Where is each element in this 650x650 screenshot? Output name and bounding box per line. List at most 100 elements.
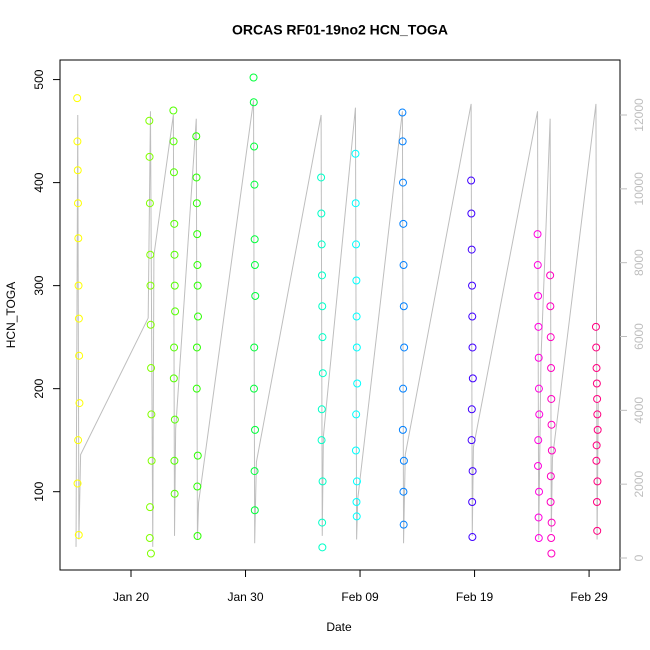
point bbox=[145, 534, 154, 543]
point bbox=[193, 532, 202, 540]
point bbox=[399, 456, 408, 465]
altitude-line bbox=[75, 100, 599, 547]
point bbox=[192, 343, 201, 352]
point bbox=[591, 322, 600, 331]
point bbox=[74, 234, 83, 243]
point bbox=[192, 384, 201, 393]
point bbox=[75, 399, 84, 408]
x-tick-label: Jan 30 bbox=[228, 590, 264, 604]
point bbox=[352, 312, 361, 321]
point bbox=[170, 250, 179, 259]
point bbox=[317, 405, 326, 414]
x-tick-label: Feb 29 bbox=[570, 590, 608, 604]
point bbox=[250, 467, 259, 476]
point bbox=[318, 333, 327, 342]
point bbox=[318, 271, 327, 280]
point bbox=[250, 142, 259, 151]
point bbox=[468, 498, 477, 506]
point bbox=[74, 281, 83, 290]
y2-tick-label: 2000 bbox=[632, 470, 646, 497]
point bbox=[74, 436, 83, 445]
point bbox=[193, 261, 202, 270]
point bbox=[547, 534, 556, 543]
point bbox=[592, 364, 601, 373]
point bbox=[534, 322, 543, 331]
point bbox=[318, 518, 327, 527]
point bbox=[534, 513, 543, 522]
point bbox=[351, 149, 360, 158]
point bbox=[467, 405, 476, 414]
y-tick-label: 500 bbox=[32, 69, 46, 89]
point bbox=[193, 230, 202, 239]
point bbox=[468, 343, 477, 352]
point bbox=[193, 451, 202, 460]
point bbox=[192, 199, 201, 208]
point bbox=[352, 343, 361, 352]
point bbox=[169, 106, 178, 115]
point bbox=[317, 173, 326, 182]
point bbox=[146, 549, 155, 558]
point bbox=[352, 276, 361, 285]
point bbox=[534, 461, 543, 470]
point bbox=[547, 518, 556, 527]
point bbox=[147, 410, 156, 419]
point bbox=[146, 250, 155, 259]
point bbox=[468, 374, 477, 383]
point bbox=[353, 379, 362, 388]
point bbox=[592, 456, 601, 465]
point bbox=[546, 498, 555, 506]
point bbox=[592, 379, 601, 388]
point bbox=[145, 116, 154, 125]
point bbox=[146, 503, 155, 512]
point bbox=[547, 446, 556, 455]
point bbox=[534, 291, 543, 300]
point bbox=[400, 343, 409, 352]
x-tick-label: Jan 20 bbox=[113, 590, 149, 604]
point bbox=[250, 261, 259, 270]
point bbox=[317, 240, 326, 249]
point bbox=[352, 498, 361, 506]
point bbox=[399, 487, 408, 496]
y-axis-label: HCN_TOGA bbox=[4, 282, 18, 348]
y-tick-label: 300 bbox=[32, 275, 46, 295]
point bbox=[351, 446, 360, 455]
point bbox=[249, 98, 258, 107]
point bbox=[73, 137, 82, 146]
point bbox=[73, 199, 82, 208]
point bbox=[169, 374, 178, 383]
point bbox=[193, 312, 202, 321]
y-tick-label: 100 bbox=[32, 481, 46, 501]
point bbox=[170, 489, 179, 498]
chart-title: ORCAS RF01-19no2 HCN_TOGA bbox=[232, 22, 448, 38]
point bbox=[317, 436, 326, 445]
point bbox=[533, 230, 542, 239]
point bbox=[192, 132, 201, 141]
point bbox=[352, 477, 361, 486]
point bbox=[318, 477, 327, 486]
y2-tick-label: 10000 bbox=[632, 172, 646, 206]
point bbox=[546, 302, 555, 311]
y2-tick-label: 8000 bbox=[632, 249, 646, 276]
point bbox=[468, 312, 477, 321]
point bbox=[593, 526, 602, 535]
point bbox=[467, 176, 476, 185]
point bbox=[399, 520, 408, 529]
point bbox=[593, 394, 602, 403]
point bbox=[547, 420, 556, 429]
point bbox=[73, 94, 82, 103]
point bbox=[170, 456, 179, 465]
point bbox=[74, 530, 83, 539]
y2-tick-label: 6000 bbox=[632, 323, 646, 350]
point bbox=[193, 482, 202, 491]
point bbox=[145, 199, 154, 208]
point bbox=[546, 333, 555, 342]
point bbox=[399, 384, 408, 393]
point bbox=[399, 261, 408, 270]
point bbox=[317, 209, 326, 218]
point bbox=[250, 343, 259, 352]
point bbox=[147, 364, 156, 373]
point bbox=[398, 425, 407, 434]
y-tick-label: 400 bbox=[32, 172, 46, 192]
point bbox=[171, 307, 180, 316]
point bbox=[398, 178, 407, 187]
